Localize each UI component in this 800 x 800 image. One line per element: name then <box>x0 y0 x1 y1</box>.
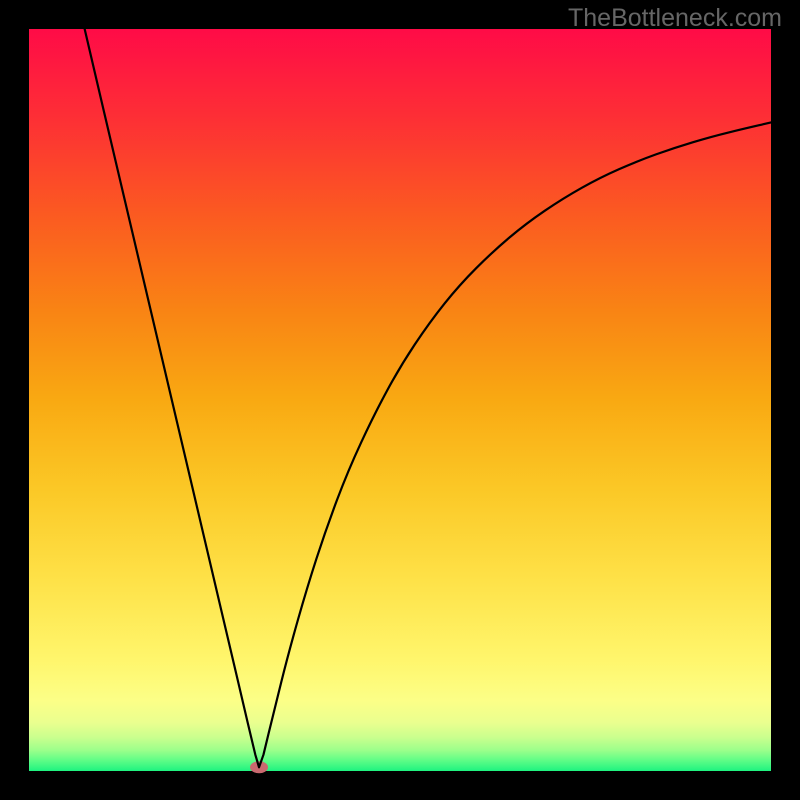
chart-container: TheBottleneck.com <box>0 0 800 800</box>
watermark-text: TheBottleneck.com <box>568 4 782 33</box>
plot-background-gradient <box>29 29 771 771</box>
